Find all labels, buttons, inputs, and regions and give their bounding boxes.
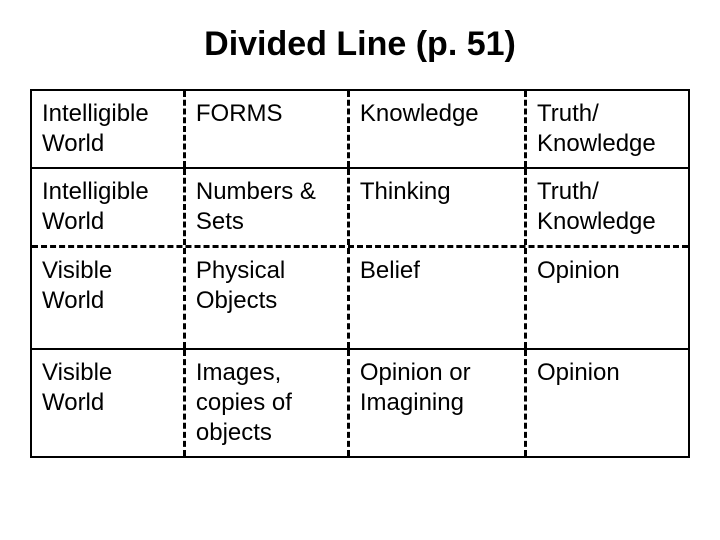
cell-cognition: Thinking	[347, 169, 524, 245]
table-row: Visible World Images, copies of objects …	[32, 350, 688, 456]
table-row: Intelligible World FORMS Knowledge Truth…	[32, 91, 688, 169]
cell-objects: Images, copies of objects	[183, 350, 347, 456]
cell-objects: FORMS	[183, 91, 347, 167]
cell-objects: Numbers & Sets	[183, 169, 347, 245]
cell-cognition: Knowledge	[347, 91, 524, 167]
cell-status: Opinion	[524, 350, 688, 456]
cell-world: Intelligible World	[32, 169, 183, 245]
divided-line-table: Intelligible World FORMS Knowledge Truth…	[30, 89, 690, 458]
cell-world: Visible World	[32, 350, 183, 456]
cell-world: Visible World	[32, 248, 183, 348]
cell-cognition: Belief	[347, 248, 524, 348]
cell-status: Opinion	[524, 248, 688, 348]
cell-status: Truth/ Knowledge	[524, 169, 688, 245]
cell-world: Intelligible World	[32, 91, 183, 167]
page-title: Divided Line (p. 51)	[30, 25, 690, 64]
table-row: Visible World Physical Objects Belief Op…	[32, 248, 688, 350]
cell-objects: Physical Objects	[183, 248, 347, 348]
cell-status: Truth/ Knowledge	[524, 91, 688, 167]
table-row: Intelligible World Numbers & Sets Thinki…	[32, 169, 688, 248]
cell-cognition: Opinion or Imagining	[347, 350, 524, 456]
